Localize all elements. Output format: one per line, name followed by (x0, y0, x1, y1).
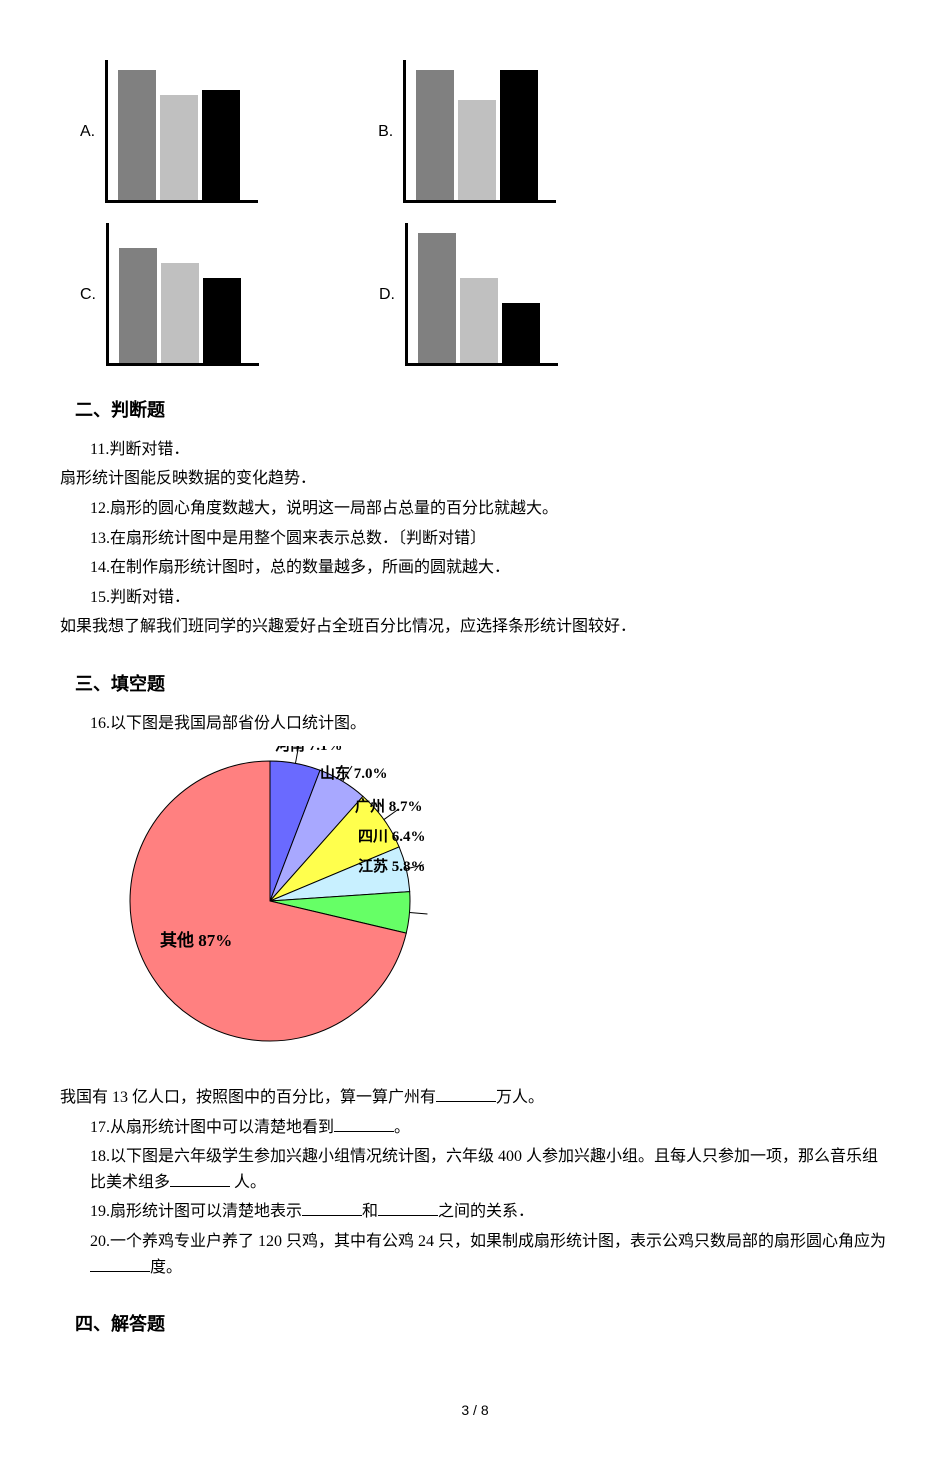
q17-line: 17.从扇形统计图中可以清楚地看到 。 (60, 1115, 890, 1141)
choice-b: B. (378, 60, 556, 203)
chart-b (403, 60, 556, 203)
choice-c-label: C. (80, 282, 96, 308)
q13-line: 13.在扇形统计图中是用整个圆来表示总数．〔判断对错〕 (60, 526, 890, 552)
q20-line: 20.一个养鸡专业户养了 120 只鸡，其中有公鸡 24 只，如果制成扇形统计图… (60, 1229, 890, 1280)
q18-line: 18.以下图是六年级学生参加兴趣小组情况统计图，六年级 400 人参加兴趣小组。… (60, 1144, 890, 1195)
q14-line: 14.在制作扇形统计图时，总的数量越多，所画的圆就越大． (60, 555, 890, 581)
q20-b: 度。 (150, 1259, 182, 1276)
q17-b: 。 (394, 1119, 410, 1136)
page-number: 3 / 8 (60, 1399, 890, 1421)
q19-a: 19.扇形统计图可以清楚地表示 (90, 1203, 302, 1220)
svg-text:广州 8.7%: 广州 8.7% (355, 797, 423, 815)
section3-title: 三、填空题 (60, 670, 890, 699)
q20-a: 20.一个养鸡专业户养了 120 只鸡，其中有公鸡 24 只，如果制成扇形统计图… (90, 1233, 886, 1250)
svg-text:其他 87%: 其他 87% (160, 930, 232, 950)
q15-line-a: 15.判断对错． (60, 585, 890, 611)
choice-row-cd: C. D. (60, 223, 890, 366)
chart-a (105, 60, 258, 203)
choice-d: D. (379, 223, 558, 366)
q16-tail: 我国有 13 亿人口，按照图中的百分比，算一算广州有 万人。 (60, 1085, 890, 1111)
q19-blank-1[interactable] (302, 1199, 362, 1216)
q11-line-b: 扇形统计图能反映数据的变化趋势． (60, 466, 890, 492)
choice-a-label: A. (80, 119, 95, 145)
choice-row-ab: A. B. (60, 60, 890, 203)
q20-blank[interactable] (90, 1255, 150, 1272)
svg-text:四川 6.4%: 四川 6.4% (358, 828, 426, 845)
q11-line-a: 11.判断对错． (60, 437, 890, 463)
q17-a: 17.从扇形统计图中可以清楚地看到 (90, 1119, 334, 1136)
q16-intro: 16.以下图是我国局部省份人口统计图。 (60, 711, 890, 737)
q18-blank[interactable] (170, 1170, 230, 1187)
choice-c: C. (80, 223, 259, 366)
q19-mid: 和 (362, 1203, 378, 1220)
q19-line: 19.扇形统计图可以清楚地表示 和 之间的关系． (60, 1199, 890, 1225)
pie-chart: 河南 7.1% 山东 7.0% 广州 8.7% 四川 6.4% 江苏 5.8% 其他 87… (100, 746, 520, 1066)
q19-b: 之间的关系． (438, 1203, 534, 1220)
svg-text:江苏 5.8%: 江苏 5.8% (358, 857, 426, 875)
page-root: A. B. C. D. 二、判断题 11.判断对错． 扇形统计图能反映数据的变化… (0, 0, 950, 1461)
choice-b-label: B. (378, 119, 393, 145)
q19-blank-2[interactable] (378, 1199, 438, 1216)
chart-d (405, 223, 558, 366)
q17-blank[interactable] (334, 1115, 394, 1132)
section2-title: 二、判断题 (60, 396, 890, 425)
svg-text:山东 7.0%: 山东 7.0% (320, 764, 388, 782)
q12-line: 12.扇形的圆心角度数越大，说明这一局部占总量的百分比就越大。 (60, 496, 890, 522)
q16-blank[interactable] (436, 1085, 496, 1102)
q15-line-b: 如果我想了解我们班同学的兴趣爱好占全班百分比情况，应选择条形统计图较好． (60, 614, 890, 640)
section4-title: 四、解答题 (60, 1310, 890, 1339)
choice-d-label: D. (379, 282, 395, 308)
q18-b: 人。 (230, 1174, 266, 1191)
choice-a: A. (80, 60, 258, 203)
svg-text:河南 7.1%: 河南 7.1% (275, 746, 343, 754)
pie-chart-wrap: 河南 7.1% 山东 7.0% 广州 8.7% 四川 6.4% 江苏 5.8% 其他 87… (60, 746, 890, 1075)
q16-tail-a: 我国有 13 亿人口，按照图中的百分比，算一算广州有 (60, 1089, 436, 1106)
chart-c (106, 223, 259, 366)
q16-tail-b: 万人。 (496, 1089, 544, 1106)
